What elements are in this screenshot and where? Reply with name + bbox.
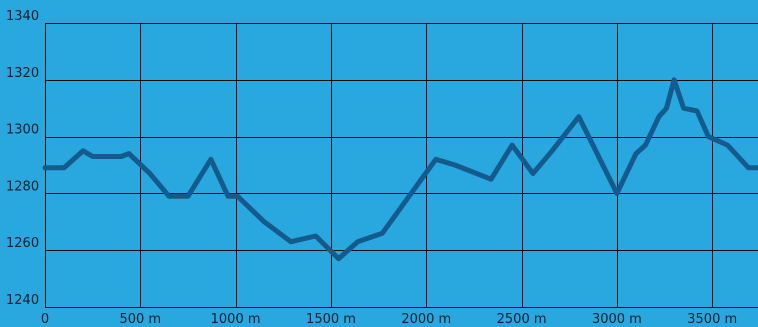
y-tick-label: 1240 bbox=[6, 293, 39, 308]
data-point bbox=[380, 231, 385, 236]
data-point bbox=[336, 256, 341, 261]
x-tick-label: 2500 m bbox=[497, 312, 547, 327]
data-point bbox=[656, 114, 661, 119]
data-point bbox=[614, 191, 619, 196]
data-point bbox=[90, 154, 95, 159]
elevation-line bbox=[42, 77, 758, 262]
data-point bbox=[288, 239, 293, 244]
data-point bbox=[81, 148, 86, 153]
x-tick-label: 500 m bbox=[119, 312, 161, 327]
y-tick-label: 1320 bbox=[6, 66, 39, 81]
data-point bbox=[681, 106, 686, 111]
data-point bbox=[262, 219, 267, 224]
data-point bbox=[489, 177, 494, 182]
data-point bbox=[643, 143, 648, 148]
data-point bbox=[166, 194, 171, 199]
data-point bbox=[531, 171, 536, 176]
grid bbox=[45, 23, 758, 308]
y-tick-label: 1340 bbox=[6, 9, 39, 24]
data-point bbox=[576, 114, 581, 119]
x-tick-label: 1000 m bbox=[211, 312, 261, 327]
data-point bbox=[746, 165, 751, 170]
data-point bbox=[510, 143, 515, 148]
x-tick-label: 1500 m bbox=[306, 312, 356, 327]
x-tick-label: 0 bbox=[41, 312, 49, 327]
data-point bbox=[695, 109, 700, 114]
data-point bbox=[433, 157, 438, 162]
data-point bbox=[664, 106, 669, 111]
data-point bbox=[186, 194, 191, 199]
x-tick-label: 2000 m bbox=[401, 312, 451, 327]
data-point bbox=[313, 234, 318, 239]
data-point bbox=[119, 154, 124, 159]
data-point bbox=[208, 157, 213, 162]
data-point bbox=[452, 163, 457, 168]
data-point bbox=[126, 151, 131, 156]
data-point bbox=[100, 154, 105, 159]
data-point bbox=[672, 77, 677, 82]
y-tick-label: 1300 bbox=[6, 123, 39, 138]
data-point bbox=[550, 148, 555, 153]
data-points bbox=[43, 77, 758, 261]
x-tick-label: 3500 m bbox=[687, 312, 737, 327]
data-point bbox=[62, 165, 67, 170]
data-point bbox=[634, 151, 639, 156]
x-tick-label: 3000 m bbox=[592, 312, 642, 327]
data-point bbox=[706, 134, 711, 139]
data-point bbox=[235, 194, 240, 199]
data-point bbox=[147, 171, 152, 176]
data-point bbox=[355, 239, 360, 244]
data-point bbox=[725, 143, 730, 148]
data-point bbox=[43, 165, 48, 170]
data-point bbox=[226, 194, 231, 199]
y-tick-label: 1280 bbox=[6, 179, 39, 194]
y-tick-label: 1260 bbox=[6, 236, 39, 251]
